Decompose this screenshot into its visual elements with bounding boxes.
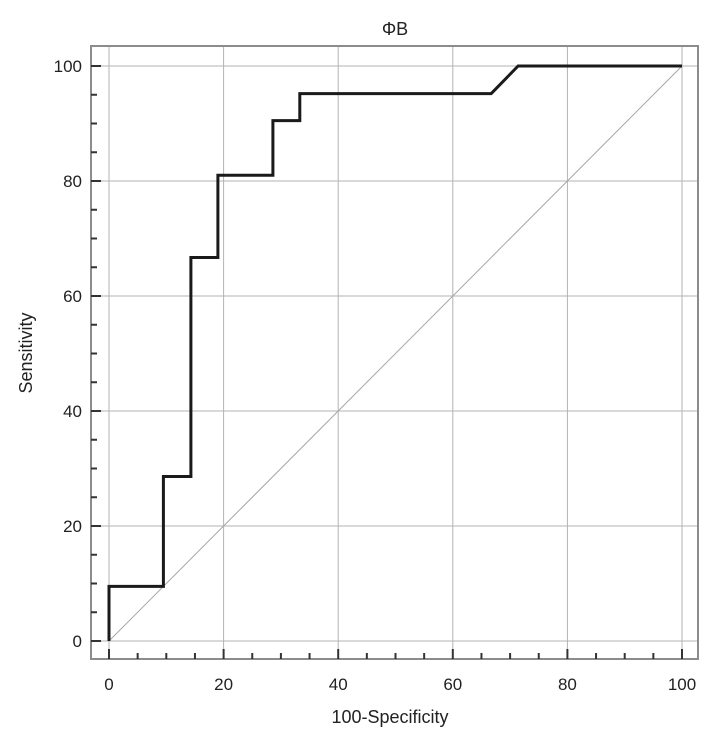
tick-marks — [91, 65, 683, 659]
x-axis-tick-labels: 0 20 40 60 80 100 — [104, 675, 696, 694]
y-tick-label: 40 — [63, 402, 82, 421]
y-axis-title: Sensitivity — [16, 312, 36, 393]
chart-title: ΦB — [382, 19, 408, 39]
x-tick-label: 40 — [329, 675, 348, 694]
roc-curve-line — [107, 64, 682, 641]
x-tick-label: 0 — [104, 675, 113, 694]
y-tick-label: 0 — [73, 632, 82, 651]
y-axis-tick-labels: 0 20 40 60 80 100 — [54, 57, 82, 651]
x-axis-title: 100-Specificity — [331, 707, 448, 727]
x-tick-label: 20 — [214, 675, 233, 694]
x-tick-label: 80 — [558, 675, 577, 694]
x-tick-label: 60 — [443, 675, 462, 694]
y-tick-label: 100 — [54, 57, 82, 76]
x-tick-label: 100 — [668, 675, 696, 694]
y-tick-label: 60 — [63, 287, 82, 306]
grid — [91, 46, 698, 659]
reference-diagonal-line — [108, 65, 683, 642]
y-tick-label: 20 — [63, 517, 82, 536]
y-tick-label: 80 — [63, 172, 82, 191]
